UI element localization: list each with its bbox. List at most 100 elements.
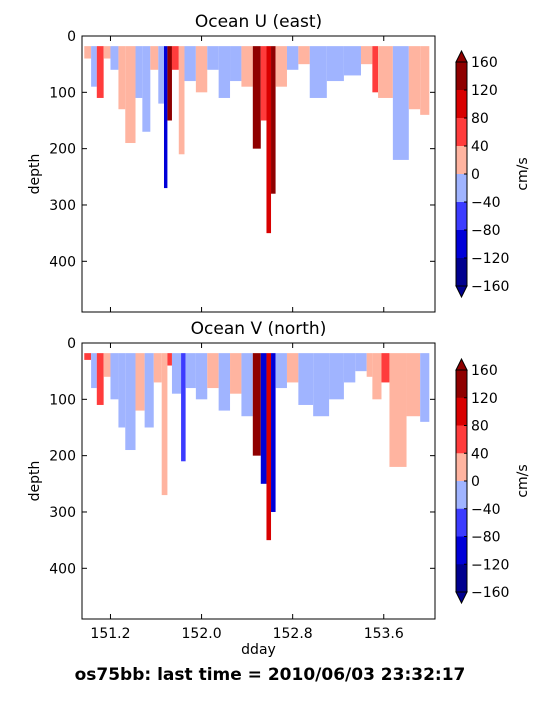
ocean-u-colorbar-tick-label: 40	[471, 139, 489, 155]
ocean-u-cell	[171, 46, 179, 70]
ocean-u-cell	[125, 46, 136, 144]
ocean-u-colorbar-tick-label: 160	[471, 55, 498, 71]
ocean-v-cell	[355, 353, 367, 372]
ocean-v-cell	[420, 353, 430, 422]
ocean-v-colorbar-tick-label: −160	[471, 585, 509, 601]
ocean-u-cell	[392, 46, 409, 160]
ocean-u-cell	[326, 46, 344, 82]
ocean-u-cell	[298, 46, 310, 65]
ocean-v-colorbar-band	[456, 453, 467, 482]
ocean-u-colorbar-band	[456, 174, 467, 203]
ocean-u-colorbar-band	[456, 202, 467, 231]
ocean-u-cell	[266, 46, 272, 234]
ocean-v-colorbar	[455, 357, 468, 605]
ocean-v-cell	[135, 353, 145, 411]
ocean-v-colorbar-band	[456, 564, 467, 593]
ocean-u-colorbar	[455, 49, 468, 299]
ocean-v-cell	[167, 353, 172, 366]
ocean-u-cell	[286, 46, 299, 70]
ocean-v-cell	[230, 353, 242, 394]
ocean-v-ytick-label: 0	[67, 336, 76, 352]
ocean-v-colorbar-band	[456, 536, 467, 565]
ocean-v-cell	[343, 353, 356, 383]
ocean-v-ytick-label: 300	[49, 505, 76, 521]
ocean-v-cell	[266, 353, 272, 541]
ocean-u-cell	[343, 46, 361, 76]
ocean-v-cell	[252, 353, 261, 456]
ocean-v-xtick-label: 153.6	[364, 626, 404, 642]
ocean-u-cell	[230, 46, 242, 82]
ocean-u-cell	[260, 46, 267, 121]
ocean-u-ytick-label: 200	[49, 142, 76, 158]
ocean-u-colorbar-tick-label: −120	[471, 251, 509, 267]
ocean-v-colorbar-label: cm/s	[515, 464, 531, 497]
ocean-v-cell	[125, 353, 136, 451]
ocean-u-ytick-label: 100	[49, 85, 76, 101]
ocean-u-cell	[158, 46, 164, 104]
ocean-u-colorbar-extend-max	[455, 49, 468, 63]
ocean-u-cell	[163, 46, 168, 189]
ocean-v-cell	[181, 353, 186, 462]
ocean-u-cell	[218, 46, 231, 98]
ocean-u-cell	[241, 46, 253, 87]
ocean-v-colorbar-band	[456, 508, 467, 537]
ocean-u-cell	[118, 46, 126, 110]
ocean-u-cell	[408, 46, 421, 110]
footer-title: os75bb: last time = 2010/06/03 23:32:17	[74, 665, 466, 685]
ocean-u-ytick-label: 400	[49, 254, 76, 270]
ocean-u-cell	[207, 46, 219, 70]
ocean-v-ytick-label: 200	[49, 449, 76, 465]
ocean-v-colorbar-extend-max	[455, 357, 468, 371]
ocean-u-cell	[135, 46, 143, 98]
ocean-v-cell	[161, 353, 168, 496]
ocean-v-colorbar-tick-label: −40	[471, 502, 501, 518]
ocean-u-colorbar-tick-label: 80	[471, 111, 489, 127]
ocean-v-data-cells	[84, 353, 430, 541]
ocean-u-cell	[271, 46, 276, 194]
ocean-u-colorbar-extend-min	[455, 285, 468, 299]
ocean-u-ytick-label: 300	[49, 198, 76, 214]
ocean-v-cell	[185, 353, 196, 389]
ocean-v-cell	[153, 353, 162, 383]
ocean-u-colorbar-tick-label: 120	[471, 83, 498, 99]
ocean-u-cell	[184, 46, 196, 82]
ocean-v-cell	[372, 353, 382, 400]
ocean-v-cell	[171, 353, 182, 394]
ocean-u-cell	[372, 46, 379, 93]
ocean-u-cell	[150, 46, 159, 70]
ocean-u-colorbar-band	[456, 146, 467, 175]
ocean-v-cell	[366, 353, 373, 377]
ocean-u-title: Ocean U (east)	[195, 12, 322, 32]
ocean-v-cell	[218, 353, 231, 411]
ocean-v-colorbar-tick-label: 160	[471, 363, 498, 379]
ocean-v-ytick-label: 100	[49, 392, 76, 408]
ocean-u-ylabel: depth	[27, 154, 43, 195]
ocean-u-cell	[309, 46, 327, 98]
ocean-v-xtick-label: 152.0	[182, 626, 222, 642]
ocean-u-cell	[110, 46, 119, 70]
ocean-v-colorbar-band	[456, 481, 467, 510]
ocean-u-cell	[167, 46, 172, 121]
ocean-v-cell	[195, 353, 208, 400]
ocean-u-cell	[142, 46, 151, 132]
ocean-u-cell	[275, 46, 287, 87]
ocean-u-cell	[91, 46, 97, 87]
ocean-v-cell	[313, 353, 330, 417]
ocean-u-colorbar-tick-label: 0	[471, 167, 480, 183]
ocean-v-cell	[298, 353, 314, 405]
ocean-u-cell	[378, 46, 393, 98]
ocean-u-cell	[420, 46, 430, 115]
ocean-v-cell	[91, 353, 97, 389]
ocean-u-axes-frame	[81, 35, 436, 313]
ocean-u-ytick-label: 0	[67, 29, 76, 45]
ocean-u-cell	[84, 46, 92, 59]
ocean-v-axes-frame	[81, 342, 436, 620]
ocean-v-cell	[207, 353, 219, 389]
ocean-v-cell	[118, 353, 126, 428]
ocean-u-colorbar-band	[456, 62, 467, 91]
ocean-v-cell	[275, 353, 287, 389]
ocean-u-cell	[96, 46, 104, 98]
ocean-v-cell	[241, 353, 253, 417]
ocean-v-cell	[110, 353, 119, 400]
